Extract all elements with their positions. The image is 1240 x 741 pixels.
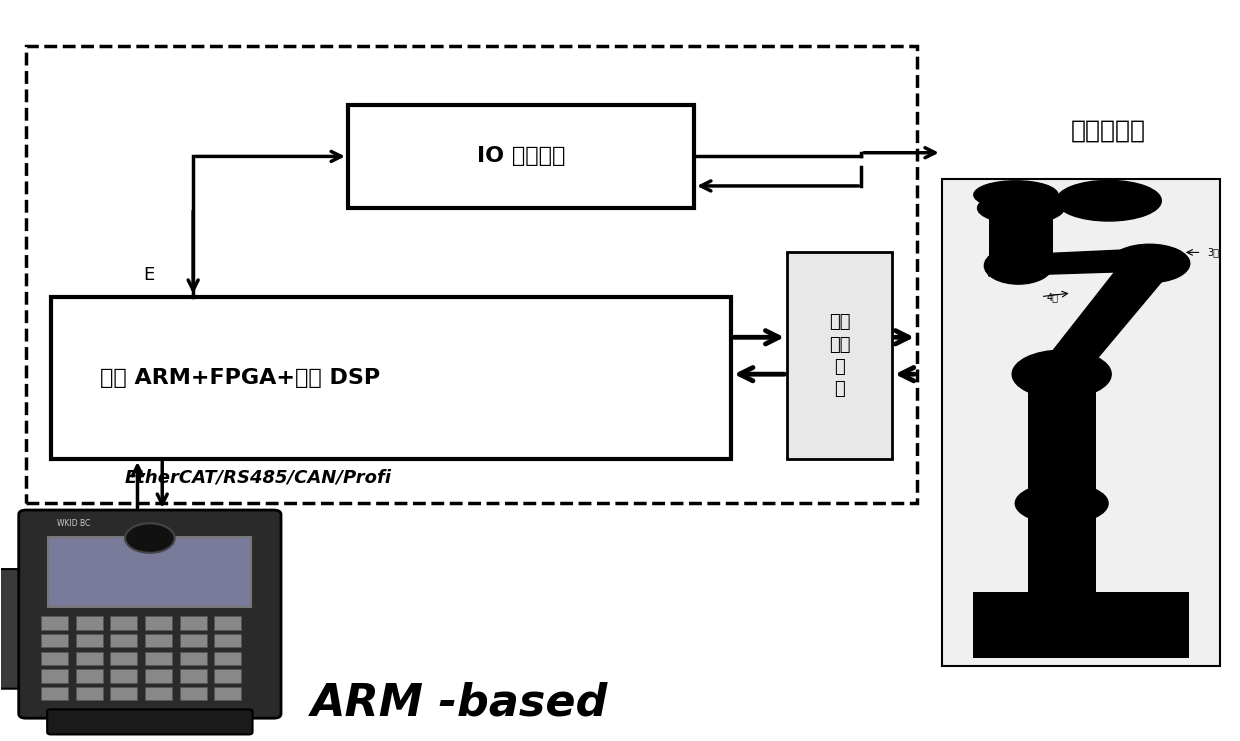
FancyBboxPatch shape <box>180 634 207 648</box>
Ellipse shape <box>1110 245 1189 282</box>
Text: 3轴: 3轴 <box>1208 247 1220 257</box>
Text: 5轴: 5轴 <box>1009 266 1022 276</box>
FancyBboxPatch shape <box>215 634 242 648</box>
FancyBboxPatch shape <box>215 687 242 700</box>
Text: IO 扩展模块: IO 扩展模块 <box>477 147 565 167</box>
Ellipse shape <box>1012 350 1111 398</box>
Ellipse shape <box>1016 483 1109 524</box>
FancyBboxPatch shape <box>988 208 1053 256</box>
Ellipse shape <box>985 247 1053 284</box>
FancyBboxPatch shape <box>1028 503 1096 599</box>
Text: 2轴: 2轴 <box>1043 388 1055 398</box>
Polygon shape <box>988 249 1152 276</box>
FancyBboxPatch shape <box>110 634 138 648</box>
FancyBboxPatch shape <box>145 687 172 700</box>
FancyBboxPatch shape <box>215 669 242 682</box>
Text: EtherCAT/RS485/CAN/Profi: EtherCAT/RS485/CAN/Profi <box>125 468 392 487</box>
Text: WKID BC: WKID BC <box>57 519 91 528</box>
FancyBboxPatch shape <box>145 652 172 665</box>
FancyBboxPatch shape <box>972 592 1189 659</box>
FancyBboxPatch shape <box>41 617 68 630</box>
FancyBboxPatch shape <box>41 652 68 665</box>
FancyBboxPatch shape <box>110 687 138 700</box>
FancyBboxPatch shape <box>180 617 207 630</box>
FancyBboxPatch shape <box>19 510 281 718</box>
Text: 电机
伺服
驱
动: 电机 伺服 驱 动 <box>828 313 851 398</box>
FancyBboxPatch shape <box>76 652 103 665</box>
FancyBboxPatch shape <box>180 669 207 682</box>
Circle shape <box>125 523 175 553</box>
FancyBboxPatch shape <box>215 652 242 665</box>
FancyBboxPatch shape <box>51 296 732 459</box>
Polygon shape <box>1034 256 1171 374</box>
FancyBboxPatch shape <box>76 669 103 682</box>
FancyBboxPatch shape <box>41 669 68 682</box>
FancyBboxPatch shape <box>1028 374 1096 503</box>
Text: 4轴: 4轴 <box>1047 292 1059 302</box>
FancyBboxPatch shape <box>110 617 138 630</box>
FancyBboxPatch shape <box>41 634 68 648</box>
FancyBboxPatch shape <box>787 253 893 459</box>
FancyBboxPatch shape <box>110 652 138 665</box>
FancyBboxPatch shape <box>0 569 33 688</box>
FancyBboxPatch shape <box>941 179 1220 666</box>
Ellipse shape <box>1056 180 1162 221</box>
Text: ARM -based: ARM -based <box>310 681 608 724</box>
FancyBboxPatch shape <box>180 687 207 700</box>
FancyBboxPatch shape <box>215 617 242 630</box>
FancyBboxPatch shape <box>47 709 253 734</box>
Text: 多核 ARM+FPGA+多核 DSP: 多核 ARM+FPGA+多核 DSP <box>100 368 381 388</box>
FancyBboxPatch shape <box>76 634 103 648</box>
FancyBboxPatch shape <box>41 687 68 700</box>
Text: 未端执行器: 未端执行器 <box>1071 119 1146 142</box>
FancyBboxPatch shape <box>145 634 172 648</box>
FancyBboxPatch shape <box>347 104 694 208</box>
FancyBboxPatch shape <box>180 652 207 665</box>
Text: E: E <box>144 265 155 284</box>
FancyBboxPatch shape <box>76 687 103 700</box>
FancyBboxPatch shape <box>48 536 252 607</box>
Ellipse shape <box>973 181 1058 209</box>
FancyBboxPatch shape <box>145 669 172 682</box>
Ellipse shape <box>977 193 1064 224</box>
FancyBboxPatch shape <box>110 669 138 682</box>
FancyBboxPatch shape <box>76 617 103 630</box>
Text: 1轴: 1轴 <box>1043 480 1055 490</box>
FancyBboxPatch shape <box>145 617 172 630</box>
